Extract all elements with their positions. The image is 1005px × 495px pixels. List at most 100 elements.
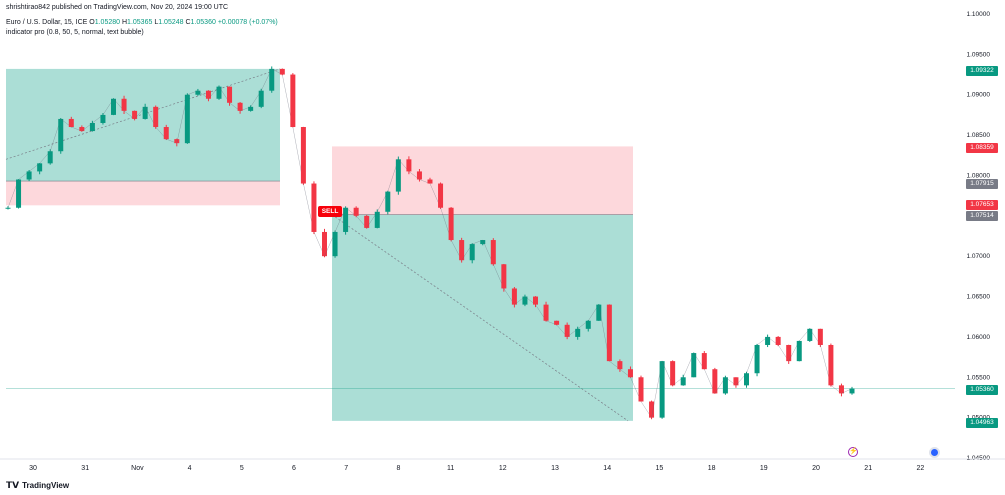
change-value: +0.00078 (+0.07%) <box>217 19 278 26</box>
y-tick-label: 1.07000 <box>967 253 991 260</box>
y-tick-label: 1.09000 <box>967 92 991 99</box>
y-tick-label: 1.08500 <box>967 132 991 139</box>
price-tag-6: 1.05360 <box>966 385 998 395</box>
candle-body <box>332 231 338 257</box>
candle-body <box>322 231 327 257</box>
candle-body <box>838 385 844 394</box>
low-value: 1.05248 <box>158 19 184 26</box>
candle-body <box>522 296 528 305</box>
x-tick-label: 21 <box>864 465 872 472</box>
candle-body <box>691 353 697 378</box>
candle-body <box>627 369 633 378</box>
candle-body <box>68 118 74 128</box>
candle-body <box>395 159 401 192</box>
candle-body <box>554 320 560 325</box>
candle-body <box>617 361 623 370</box>
x-tick-label: 4 <box>188 465 192 472</box>
candle-body <box>775 336 781 345</box>
sell-signal-bubble: SELL <box>318 206 342 217</box>
candle-body <box>649 401 655 418</box>
candle-body <box>670 361 676 386</box>
price-series <box>5 66 855 420</box>
candle-body <box>374 211 380 228</box>
x-tick-label: 12 <box>499 465 507 472</box>
open-value: 1.05280 <box>94 19 121 26</box>
candle-body <box>184 94 190 144</box>
candle-body <box>796 340 802 362</box>
candle-body <box>79 127 85 132</box>
candle-body <box>111 98 116 115</box>
price-tag-5: 1.07514 <box>966 211 998 221</box>
candle-body <box>807 328 813 341</box>
candle-body <box>237 102 243 111</box>
y-tick-label: 1.09500 <box>967 51 991 58</box>
candle-body <box>364 215 370 228</box>
candle-body <box>227 86 233 103</box>
candle-body <box>153 106 159 128</box>
indicator-label[interactable]: indicator pro (0.8, 50, 5, normal, text … <box>6 29 144 36</box>
candle-body <box>543 304 549 321</box>
x-tick-label: 7 <box>344 465 348 472</box>
price-tag-7: 1.04963 <box>966 418 998 428</box>
candle-body <box>765 336 771 345</box>
candle-body <box>680 377 686 386</box>
brand-name: TradingView <box>22 481 70 490</box>
candle-body <box>258 90 264 107</box>
trade-path-2 <box>331 214 629 422</box>
price-tag-3: 1.07915 <box>966 179 998 189</box>
candle-body <box>606 304 612 362</box>
candle-body <box>290 74 296 128</box>
candle-body <box>100 114 106 123</box>
candle-body <box>47 151 53 164</box>
x-tick-label: 22 <box>917 465 925 472</box>
candle-body <box>701 353 707 370</box>
x-tick-label: 20 <box>812 465 820 472</box>
candle-body <box>733 377 739 386</box>
x-tick-label: 11 <box>447 465 454 472</box>
time-axis: 30 31 Nov 4 5 6 7 8 11 12 13 14 15 18 19 20 21 22 <box>29 465 924 472</box>
candle-body <box>564 324 570 337</box>
candle-body <box>533 296 538 305</box>
candle-body <box>16 179 22 208</box>
x-tick-label: 15 <box>656 465 664 472</box>
x-tick-label: 19 <box>760 465 768 472</box>
candle-body <box>163 127 169 140</box>
record-icon[interactable] <box>929 447 940 458</box>
candle-body <box>501 264 507 289</box>
price-tag-4: 1.07653 <box>966 200 998 210</box>
candle-body <box>89 122 95 132</box>
candle-body <box>269 68 275 91</box>
candle-body <box>438 183 444 208</box>
candle-body <box>300 127 306 184</box>
y-tick-label: 1.06500 <box>967 294 991 301</box>
tradingview-logo-icon: 𝗧𝗩 <box>6 480 20 490</box>
trade-zones <box>6 68 633 421</box>
high-value: 1.05365 <box>127 19 153 26</box>
candle-body <box>406 159 412 172</box>
candle-body <box>195 90 201 95</box>
candle-body <box>174 139 180 144</box>
candle-body <box>248 106 254 111</box>
close-value: 1.05360 <box>190 19 216 26</box>
take-profit-zone <box>6 68 280 182</box>
candle-body <box>205 90 211 99</box>
candle-body <box>659 361 665 418</box>
y-tick-label: 1.05500 <box>967 374 991 381</box>
close-label: C <box>185 19 191 26</box>
candle-body <box>722 377 728 394</box>
candle-body <box>817 328 823 345</box>
candle-body <box>142 106 148 119</box>
y-tick-label: 1.06000 <box>967 334 991 341</box>
candle-body <box>311 183 317 232</box>
x-tick-label: 5 <box>240 465 244 472</box>
candle-body <box>638 377 644 402</box>
candle-body <box>744 373 749 386</box>
high-label: H <box>121 19 128 26</box>
candle-body <box>37 163 43 172</box>
y-tick-label: 1.10000 <box>967 11 991 18</box>
candle-body <box>121 98 127 111</box>
lightning-icon[interactable]: ⚡ <box>848 447 858 457</box>
candle-body <box>448 207 454 241</box>
x-tick-label: 8 <box>396 465 400 472</box>
